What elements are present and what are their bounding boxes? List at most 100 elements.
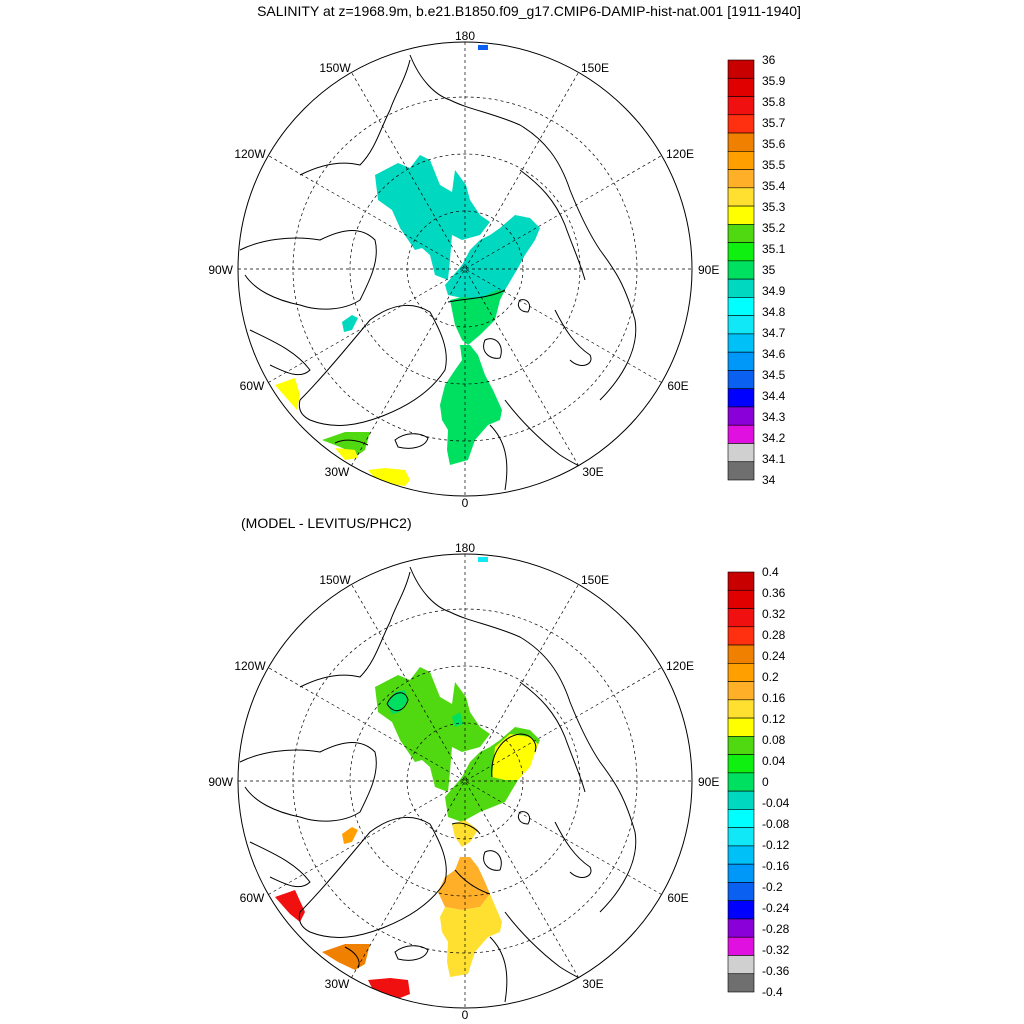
salinity-colorbar-box: [727, 224, 755, 243]
anomaly-colorbar-label: 0.08: [762, 733, 786, 747]
anomaly-colorbar-label: -0.16: [762, 859, 790, 873]
salinity-colorbar-box: [727, 242, 755, 262]
salinity-colorbar-label: 35.3: [762, 200, 786, 214]
salinity-colorbar-label: 34.1: [762, 452, 786, 466]
anomaly-colorbar-box: [727, 863, 755, 883]
lon-label-120w: 120W: [234, 659, 266, 673]
main-title: SALINITY at z=1968.9m, b.e21.B1850.f09_g…: [257, 3, 801, 19]
lon-label-30e: 30E: [582, 977, 603, 991]
lon-label-30e: 30E: [582, 465, 603, 479]
salinity-colorbar-label: 35.7: [762, 116, 786, 130]
lon-label-0: 0: [462, 496, 469, 510]
anomaly-colorbar-label: -0.24: [762, 901, 790, 915]
lon-label-90e: 90E: [698, 775, 719, 789]
coastline-canadian-archipelago: [239, 230, 377, 310]
lon-label-120w: 120W: [234, 147, 266, 161]
salinity-colorbar-label: 35.4: [762, 179, 786, 193]
meridian-60e-120w: [268, 155, 662, 383]
anomaly-colorbar-box: [727, 699, 755, 719]
salinity-colorbar-label: 34.6: [762, 347, 786, 361]
anomaly-colorbar-box: [727, 754, 755, 774]
anomaly-colorbar-box: [727, 663, 755, 682]
anomaly-colorbar-label: 0: [762, 775, 769, 789]
anomaly-region-labrador-sea: [275, 890, 305, 922]
coastline-norway: [489, 424, 508, 491]
coastline-svalbard: [483, 338, 502, 359]
salinity-colorbar: 36 35.9 35.8 35.7 35.6 35.5 35.4 35.3 35.2 35.1 35…: [727, 53, 786, 487]
anomaly-region-baffin: [342, 827, 358, 844]
salinity-colorbar-box: [727, 351, 755, 371]
anomaly-map-panel: 180 150W 150E 120W 120E 90W 90E 60W 60E …: [208, 541, 790, 1022]
salinity-region-irminger-sea: [322, 432, 370, 455]
lon-label-150e: 150E: [581, 61, 609, 75]
lon-label-90w: 90W: [208, 263, 233, 277]
anomaly-region-nansen-interior: [492, 734, 538, 780]
anomaly-colorbar-label: 0.24: [762, 649, 786, 663]
lon-label-30w: 30W: [325, 977, 350, 991]
salinity-colorbar-label: 34.4: [762, 389, 786, 403]
salinity-colorbar-label: 34.8: [762, 305, 786, 319]
anomaly-colorbar-box: [727, 790, 755, 810]
anomaly-colorbar-box: [727, 608, 755, 628]
salinity-colorbar-box: [727, 443, 755, 463]
meridian-60w-120e: [268, 155, 662, 383]
anomaly-colorbar: 0.4 0.36 0.32 0.28 0.24 0.2 0.16 0.12 0.08 0.04 0 -…: [727, 565, 790, 999]
salinity-contour-35-2: [334, 439, 369, 446]
anomaly-colorbar-box: [727, 772, 755, 792]
anomaly-colorbar-label: 0.16: [762, 691, 786, 705]
anomaly-colorbar-label: -0.12: [762, 838, 790, 852]
salinity-colorbar-box: [727, 132, 755, 152]
salinity-region-bering: [478, 45, 488, 50]
salinity-colorbar-box: [727, 96, 755, 116]
salinity-colorbar-box: [727, 77, 755, 97]
anomaly-contour-2: [386, 692, 409, 712]
salinity-colorbar-label: 35.5: [762, 158, 786, 172]
anomaly-region-greenland-sea: [438, 857, 490, 910]
anomaly-colorbar-box: [727, 827, 755, 847]
coastline-novaya-zemlya: [554, 309, 592, 366]
map-boundary: [237, 553, 693, 1009]
anomaly-colorbar-box: [727, 589, 755, 609]
coastline-iceland: [394, 433, 429, 449]
anomaly-colorbar-label: -0.04: [762, 796, 790, 810]
salinity-colorbar-box: [727, 260, 755, 280]
salinity-colorbar-box: [727, 370, 755, 389]
anomaly-colorbar-box: [727, 571, 755, 591]
salinity-region-greenland-sea: [440, 345, 502, 465]
anomaly-colorbar-box: [727, 736, 755, 755]
anomaly-colorbar-label: 0.32: [762, 607, 786, 621]
lon-label-150e: 150E: [581, 573, 609, 587]
salinity-colorbar-label: 34.7: [762, 326, 786, 340]
lon-label-0: 0: [462, 1008, 469, 1022]
salinity-colorbar-box: [727, 151, 755, 170]
lon-label-150w: 150W: [319, 573, 351, 587]
anomaly-colorbar-box: [727, 900, 755, 920]
salinity-colorbar-box: [727, 333, 755, 353]
lon-label-60w: 60W: [240, 891, 265, 905]
salinity-colorbar-box: [727, 461, 755, 481]
salinity-colorbar-label: 36: [762, 53, 776, 67]
anomaly-colorbar-box: [727, 644, 755, 664]
salinity-colorbar-label: 34.2: [762, 431, 786, 445]
anomaly-colorbar-box: [727, 918, 755, 938]
salinity-region-labrador-sea: [275, 378, 300, 410]
lon-label-60w: 60W: [240, 379, 265, 393]
salinity-colorbar-label: 35.2: [762, 221, 786, 235]
salinity-colorbar-box: [727, 59, 755, 79]
lon-label-150w: 150W: [319, 61, 351, 75]
anomaly-colorbar-box: [727, 809, 755, 828]
lon-label-180: 180: [455, 29, 475, 43]
salinity-colorbar-box: [727, 388, 755, 408]
anomaly-colorbar-label: 0.04: [762, 754, 786, 768]
anomaly-colorbar-box: [727, 955, 755, 975]
anomaly-colorbar-label: 0.12: [762, 712, 786, 726]
anomaly-contour-5: [344, 946, 360, 969]
salinity-contour-35: [447, 289, 506, 303]
meridian-30w-150e: [351, 72, 579, 466]
anomaly-colorbar-label: 0.2: [762, 670, 779, 684]
anomaly-colorbar-label: -0.4: [762, 985, 783, 999]
salinity-colorbar-label: 35.8: [762, 95, 786, 109]
anomaly-colorbar-box: [727, 936, 755, 956]
salinity-colorbar-box: [727, 187, 755, 207]
lon-label-90e: 90E: [698, 263, 719, 277]
